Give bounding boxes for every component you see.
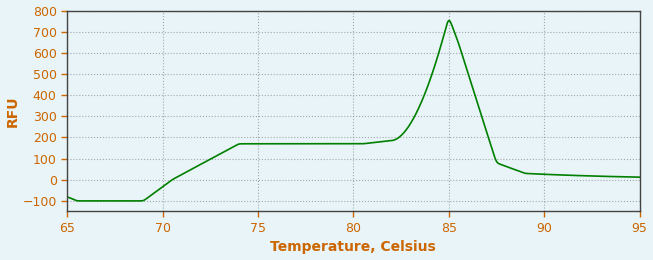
X-axis label: Temperature, Celsius: Temperature, Celsius [270,240,436,255]
Y-axis label: RFU: RFU [6,95,20,127]
